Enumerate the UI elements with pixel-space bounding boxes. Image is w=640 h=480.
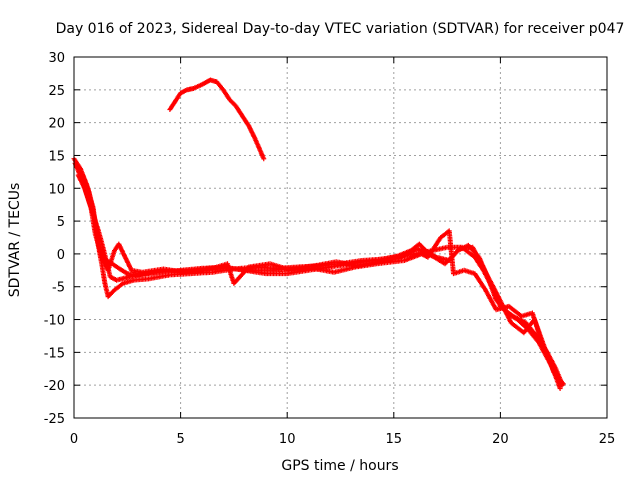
x-tick-label: 10: [279, 432, 296, 447]
series-markers: [167, 77, 267, 162]
x-tick-label: 25: [599, 432, 616, 447]
grid: [74, 57, 607, 418]
series-arc-5: [167, 77, 267, 162]
y-axis: -25 -20 -15 -10 -5 0 5 10 15 20 25 30: [44, 51, 607, 427]
y-tick-label: -15: [44, 346, 65, 361]
x-tick-label: 0: [70, 432, 78, 447]
y-tick-label: -5: [52, 281, 65, 296]
x-tick-label: 5: [176, 432, 184, 447]
y-tick-label: 30: [48, 51, 65, 66]
y-tick-label: -10: [44, 314, 65, 329]
x-tick-label: 20: [492, 432, 509, 447]
y-tick-label: -20: [44, 379, 65, 394]
y-axis-label: SDTVAR / TECUs: [7, 183, 23, 298]
y-tick-label: 20: [48, 117, 65, 132]
series-markers: [72, 160, 566, 387]
y-tick-label: 15: [48, 149, 65, 164]
y-tick-label: 0: [57, 248, 65, 263]
chart-title: Day 016 of 2023, Sidereal Day-to-day VTE…: [56, 21, 625, 37]
x-axis-label: GPS time / hours: [281, 458, 398, 474]
series-arc-4: [72, 160, 566, 387]
x-tick-label: 15: [386, 432, 403, 447]
y-tick-label: 10: [48, 182, 65, 197]
plot-frame: [73, 56, 608, 419]
data-layer: [71, 77, 566, 391]
x-axis: 0 5 10 15 20 25: [70, 57, 615, 447]
y-tick-label: 25: [48, 84, 65, 99]
y-tick-label: 5: [57, 215, 65, 230]
y-tick-label: -25: [44, 412, 65, 427]
